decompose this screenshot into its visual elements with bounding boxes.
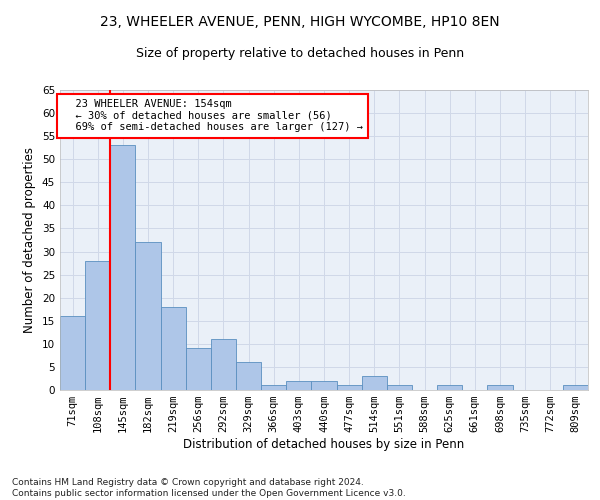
Bar (110, 146, 136, 390)
X-axis label: Distribution of detached houses by size in Penn: Distribution of detached houses by size … (184, 438, 464, 451)
Text: 23, WHEELER AVENUE, PENN, HIGH WYCOMBE, HP10 8EN: 23, WHEELER AVENUE, PENN, HIGH WYCOMBE, … (100, 15, 500, 29)
Bar (85, 261, 110, 390)
Bar (337, 386, 362, 390)
Bar (161, 307, 186, 390)
Bar (60, 316, 85, 390)
Bar (487, 386, 512, 390)
Bar (387, 386, 412, 390)
Bar (186, 348, 211, 390)
Bar (261, 386, 286, 390)
Bar (563, 386, 588, 390)
Y-axis label: Number of detached properties: Number of detached properties (23, 147, 37, 333)
Bar (311, 381, 337, 390)
Text: Contains HM Land Registry data © Crown copyright and database right 2024.
Contai: Contains HM Land Registry data © Crown c… (12, 478, 406, 498)
Text: 23 WHEELER AVENUE: 154sqm
  ← 30% of detached houses are smaller (56)
  69% of s: 23 WHEELER AVENUE: 154sqm ← 30% of detac… (62, 99, 362, 132)
Bar (437, 386, 462, 390)
Text: Size of property relative to detached houses in Penn: Size of property relative to detached ho… (136, 48, 464, 60)
Bar (136, 242, 161, 390)
Bar (362, 376, 387, 390)
Bar (211, 339, 236, 390)
Bar (236, 362, 261, 390)
Bar (286, 381, 311, 390)
